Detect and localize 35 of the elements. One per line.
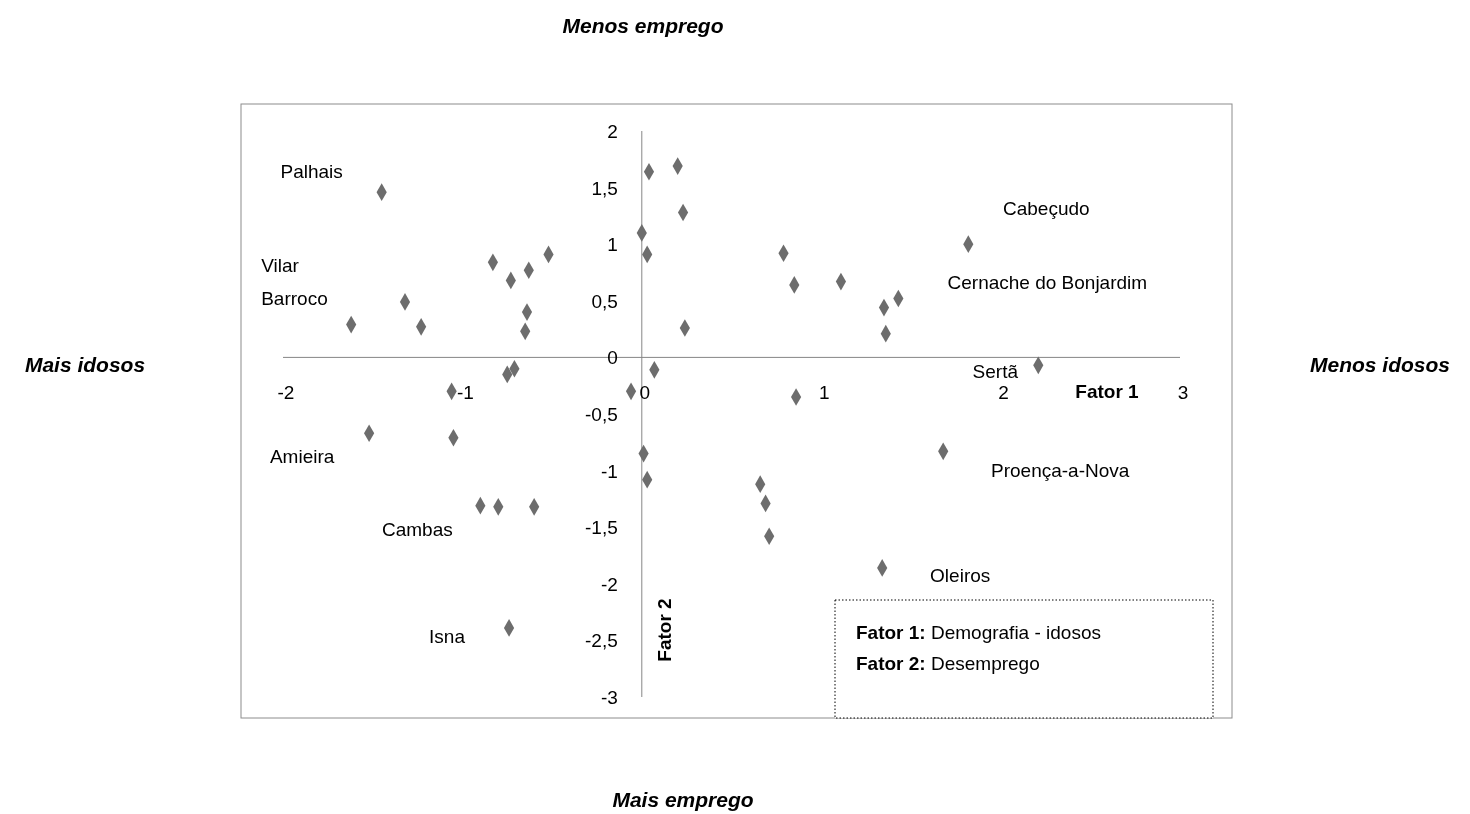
annotation: Proença-a-Nova xyxy=(991,460,1130,482)
y-tick-label: -1 xyxy=(600,460,618,482)
y-tick-label: -1,5 xyxy=(585,517,618,539)
y-axis-title: Fator 2 xyxy=(653,598,675,662)
x-tick-label: 3 xyxy=(1177,382,1189,404)
y-tick-label: -3 xyxy=(600,687,618,708)
x-tick-label: 1 xyxy=(818,382,830,404)
text: Menos idosos xyxy=(1309,353,1451,376)
annotation: Vilar Barroco xyxy=(261,254,328,309)
annotation: Fator 2: Desemprego xyxy=(856,653,1040,674)
text: Mais emprego xyxy=(612,788,754,811)
text: Mais idosos xyxy=(24,353,146,376)
y-tick-label: -2 xyxy=(600,573,618,595)
y-tick-label: 0 xyxy=(607,347,618,369)
annotation: Oleiros xyxy=(930,564,991,586)
y-tick-label: 2 xyxy=(607,121,618,142)
annotation: Sertã xyxy=(972,361,1019,383)
annotation: Fator 1: Demografia - idosos xyxy=(856,622,1101,643)
annotation: Cambas xyxy=(381,518,453,540)
y-tick-label: 1 xyxy=(607,234,618,256)
text: Menos emprego xyxy=(562,14,724,37)
y-tick-label: -2,5 xyxy=(585,630,618,652)
annotation: Isna xyxy=(429,625,466,647)
annotation: Palhais xyxy=(280,161,343,183)
x-tick-label: -1 xyxy=(456,382,474,404)
x-tick-label: 2 xyxy=(998,382,1009,404)
annotation: Amieira xyxy=(269,446,335,468)
y-tick-label: -0,5 xyxy=(585,404,618,425)
y-tick-label: 0,5 xyxy=(591,290,618,312)
x-tick-label: 0 xyxy=(639,382,651,404)
annotation: Cabeçudo xyxy=(1003,198,1090,220)
annotation: Cernache do Bonjardim xyxy=(947,271,1148,293)
y-tick-label: 1,5 xyxy=(591,177,618,199)
x-tick-label: -2 xyxy=(277,382,295,404)
x-axis-title: Fator 1 xyxy=(1075,381,1140,402)
